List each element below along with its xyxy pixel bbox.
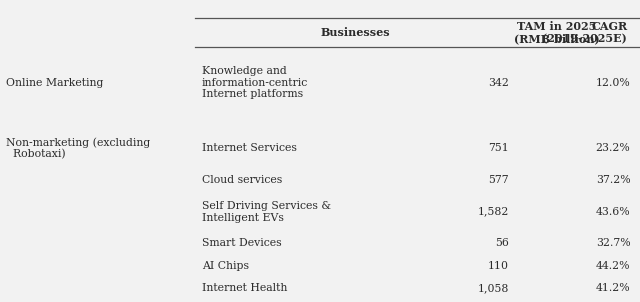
Text: Online Marketing: Online Marketing [6, 78, 104, 88]
Text: TAM in 2025
(RMB billion): TAM in 2025 (RMB billion) [514, 21, 600, 44]
Text: AI Chips: AI Chips [202, 261, 248, 271]
Text: 44.2%: 44.2% [596, 261, 630, 271]
Text: Non-marketing (excluding
  Robotaxi): Non-marketing (excluding Robotaxi) [6, 137, 150, 159]
Text: 56: 56 [495, 238, 509, 249]
Text: 12.0%: 12.0% [596, 78, 630, 88]
Text: 1,058: 1,058 [477, 283, 509, 293]
Text: 41.2%: 41.2% [596, 283, 630, 293]
Text: CAGR
(2019-2025E): CAGR (2019-2025E) [543, 21, 627, 44]
Text: Knowledge and
information-centric
Internet platforms: Knowledge and information-centric Intern… [202, 66, 308, 99]
Text: Self Driving Services &
Intelligent EVs: Self Driving Services & Intelligent EVs [202, 201, 331, 223]
Text: 23.2%: 23.2% [596, 143, 630, 153]
Text: 577: 577 [488, 175, 509, 185]
Text: 1,582: 1,582 [477, 207, 509, 217]
Text: Smart Devices: Smart Devices [202, 238, 281, 249]
Text: Internet Health: Internet Health [202, 283, 287, 293]
Text: 751: 751 [488, 143, 509, 153]
Text: 32.7%: 32.7% [596, 238, 630, 249]
Text: Businesses: Businesses [321, 27, 390, 38]
Text: 43.6%: 43.6% [596, 207, 630, 217]
Text: Cloud services: Cloud services [202, 175, 282, 185]
Text: 37.2%: 37.2% [596, 175, 630, 185]
Text: 342: 342 [488, 78, 509, 88]
Text: 110: 110 [488, 261, 509, 271]
Text: Internet Services: Internet Services [202, 143, 296, 153]
